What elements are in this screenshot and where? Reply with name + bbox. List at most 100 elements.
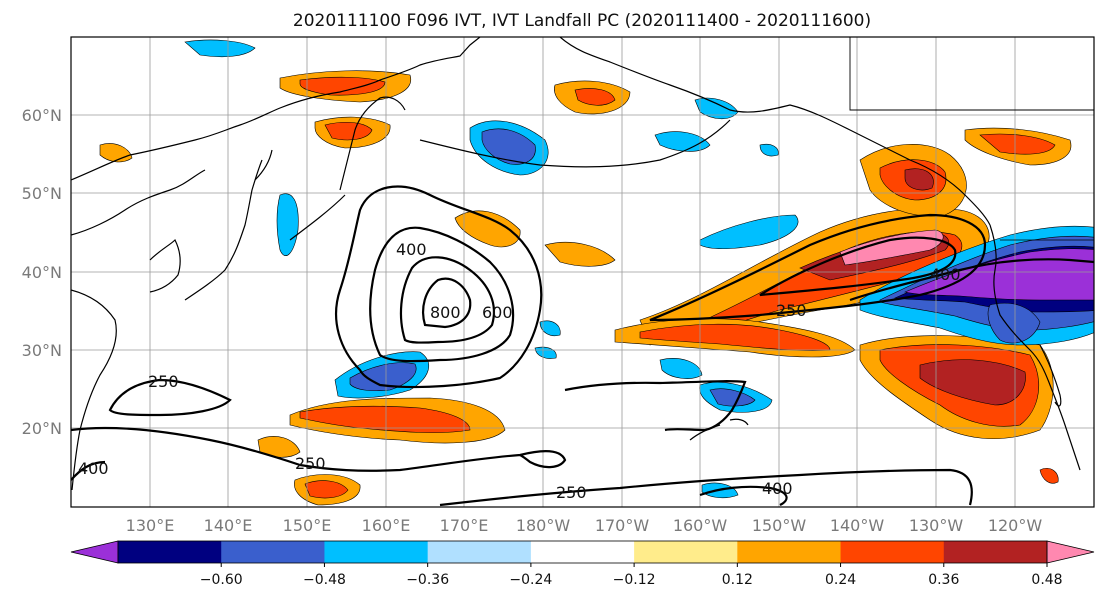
colorbar-tick-label: −0.60: [200, 572, 243, 588]
colorbar-extend-high: [1046, 540, 1095, 564]
contour-250-southwest: [108, 378, 232, 417]
kamchatka: [339, 96, 406, 191]
contour-800-western: [421, 277, 472, 329]
colorbar-frame: [117, 540, 1048, 564]
alaska-coast: [559, 37, 991, 226]
lon-tick: 130°W: [909, 516, 964, 535]
lon-tick: 150°E: [283, 516, 332, 535]
aleutian-chain: [289, 119, 731, 241]
negative-southeast-small: [659, 358, 703, 379]
negative-south-central-core: [709, 388, 756, 407]
colorbar-segment: [943, 541, 1048, 563]
colorbar-tick-label: −0.36: [406, 572, 449, 588]
contour-250-central-loop: [564, 380, 747, 432]
lon-tick: 160°W: [673, 516, 728, 535]
contour-labels: 250 250 250 400 400 400 600 800 250 400: [78, 240, 961, 502]
contour-250-northeast: [649, 213, 987, 322]
colorbar: −0.60 −0.48 −0.36 −0.24 −0.12 0.12 0.24 0.36 0.4…: [70, 540, 1095, 588]
map-content: 250 250 250 400 400 400 600 800 250 400: [71, 37, 1094, 507]
korea-coast: [149, 238, 181, 293]
colorbar-extend-low: [70, 540, 119, 564]
chart-title: 2020111100 F096 IVT, IVT Landfall PC (20…: [293, 11, 871, 31]
lat-tick: 60°N: [22, 106, 62, 125]
latitude-ticks: 60°N 50°N 40°N 30°N 20°N: [22, 106, 62, 438]
positive-north-central: [454, 210, 521, 248]
lat-tick: 30°N: [22, 341, 62, 360]
negative-coast-lobe: [987, 302, 1041, 344]
positive-north-siberia-core: [299, 76, 386, 96]
colorbar-tick-label: 0.48: [1031, 572, 1062, 588]
positive-southeast-small: [1039, 468, 1059, 484]
contour-250-lower: [439, 468, 973, 507]
colorbar-segment: [221, 541, 325, 563]
canada-alaska-border: [849, 37, 1094, 111]
colorbar-tick-label: 0.36: [928, 572, 959, 588]
colorbar-segment: [530, 541, 635, 563]
colorbar-tick-label: 0.24: [825, 572, 856, 588]
contour-600-western: [399, 256, 496, 344]
lon-tick: 140°E: [204, 516, 253, 535]
contour-label: 250: [776, 301, 807, 320]
negative-mid-pacific: [699, 214, 799, 250]
colorbar-segment: [427, 541, 532, 563]
lat-tick: 40°N: [22, 263, 62, 282]
colorbar-segment: [634, 541, 738, 563]
lon-tick: 160°E: [362, 516, 411, 535]
colorbar-segment: [324, 541, 429, 563]
positive-east-alaska-core: [979, 133, 1056, 155]
positive-bering-core: [574, 88, 616, 106]
lon-tick: 130°E: [126, 516, 175, 535]
colorbar-tick-label: −0.12: [613, 572, 656, 588]
negative-west-coast-core: [904, 248, 1094, 301]
asia-coast: [71, 37, 481, 181]
negative-small-1: [539, 320, 561, 337]
contour-label: 400: [930, 265, 961, 284]
contour-label: 800: [430, 303, 461, 322]
north-america-coast: [989, 224, 1081, 471]
contour-label: 400: [78, 459, 109, 478]
negative-small-5: [759, 143, 779, 157]
positive-subtropical-east-max: [919, 359, 1026, 406]
colorbar-tick-label: −0.24: [509, 572, 552, 588]
negative-alaska-small: [654, 131, 711, 152]
contour-label: 250: [148, 372, 179, 391]
contour-label: 600: [482, 303, 513, 322]
colorbar-segment: [840, 541, 945, 563]
contour-label: 250: [556, 483, 587, 502]
lon-tick: 120°W: [988, 516, 1043, 535]
coastlines: [71, 37, 1094, 491]
contour-400-lower: [699, 485, 788, 506]
baja: [1039, 344, 1062, 407]
lon-tick: 170°E: [440, 516, 489, 535]
contour-400-western: [369, 226, 515, 363]
china-coast: [71, 289, 117, 491]
positive-west-subtropical-core: [299, 405, 471, 433]
contour-label: 400: [762, 479, 793, 498]
negative-west-pacific-core: [349, 362, 417, 392]
lon-tick: 170°W: [595, 516, 650, 535]
lat-tick: 20°N: [22, 419, 62, 438]
contour-label: 400: [396, 240, 427, 259]
colorbar-segment: [737, 541, 842, 563]
negative-small-3: [276, 193, 299, 256]
colorbar-tick-label: 0.12: [722, 572, 753, 588]
negative-north-west: [184, 39, 256, 58]
positive-north-central-2: [544, 242, 616, 267]
contour-250-western: [335, 185, 543, 389]
lon-tick: 140°W: [830, 516, 885, 535]
contour-label: 250: [295, 454, 326, 473]
longitude-ticks: 130°E 140°E 150°E 160°E 170°E 180°W 170°…: [126, 516, 1043, 535]
colorbar-segment: [118, 541, 222, 563]
contour-250-far-left: [71, 460, 106, 481]
ivt-contours: [71, 185, 1094, 507]
asia-coast-south: [71, 169, 206, 236]
colorbar-tick-label: −0.48: [303, 572, 346, 588]
contour-400-east: [849, 258, 1094, 302]
graticule: [71, 37, 1094, 507]
lon-tick: 150°W: [752, 516, 807, 535]
lat-tick: 50°N: [22, 184, 62, 203]
map-frame: [70, 36, 1095, 508]
positive-kamchatka-core: [324, 121, 373, 141]
